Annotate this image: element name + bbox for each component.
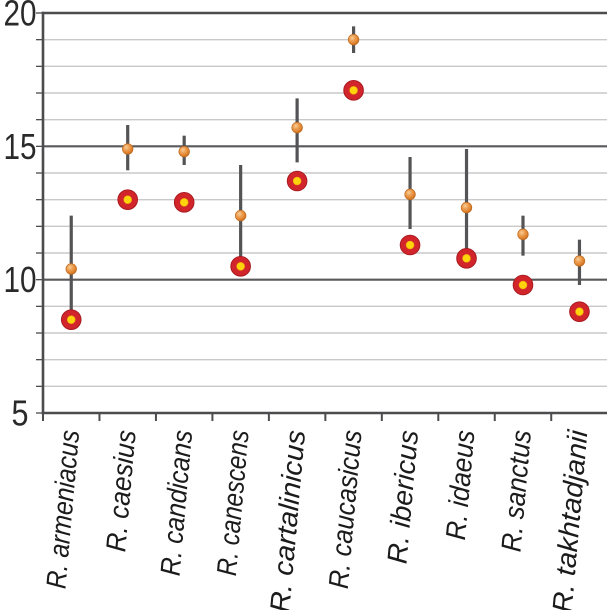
orange-dot-marker: [460, 202, 473, 214]
ring-marker-center: [405, 240, 415, 250]
ring-marker: [173, 192, 195, 213]
ring-marker-center: [179, 198, 189, 207]
ring-marker: [569, 301, 590, 322]
ring-marker: [399, 234, 421, 256]
ring-marker: [60, 309, 82, 330]
ring-marker-center: [349, 86, 358, 95]
orange-dot-marker: [291, 122, 303, 134]
x-category-label: R. armeniacus: [40, 429, 85, 590]
x-category-label: R. takhtadjanii: [547, 428, 594, 610]
orange-dot-marker: [517, 228, 529, 240]
ring-marker: [512, 274, 534, 296]
y-tick-label: 5: [12, 393, 29, 434]
ring-marker: [230, 256, 251, 277]
orange-dot-marker: [347, 34, 360, 46]
orange-dot-marker: [234, 210, 247, 222]
ring-marker-center: [518, 280, 528, 290]
y-tick-label: 15: [4, 126, 37, 167]
orange-dot-marker: [573, 255, 586, 267]
x-category-label: R. cartalinicus: [264, 429, 311, 610]
y-tick-label: 20: [4, 0, 37, 34]
ring-marker-center: [292, 176, 302, 186]
x-category-label: R. ibericus: [381, 429, 424, 565]
x-category-label: R. idaeus: [440, 429, 480, 541]
ring-marker-center: [462, 254, 471, 263]
orange-dot-marker: [122, 143, 134, 155]
orange-dot-marker: [404, 188, 416, 200]
y-tick-label: 10: [4, 259, 37, 300]
ring-marker-center: [236, 262, 245, 271]
x-category-label: R. canescens: [211, 429, 255, 577]
ring-marker: [286, 170, 308, 192]
ring-marker: [117, 189, 139, 210]
orange-dot-marker: [65, 263, 77, 275]
x-category-label: R. caucasicus: [323, 429, 368, 590]
x-category-label: R. candicans: [155, 429, 199, 577]
ring-marker: [343, 80, 364, 101]
x-category-label: R. caesius: [100, 429, 142, 553]
ring-marker: [456, 248, 477, 269]
ring-marker-center: [575, 307, 584, 316]
ring-marker-center: [123, 195, 133, 204]
x-category-label: R. sanctus: [495, 429, 537, 553]
ring-marker-center: [66, 315, 76, 324]
orange-dot-marker: [178, 146, 190, 158]
